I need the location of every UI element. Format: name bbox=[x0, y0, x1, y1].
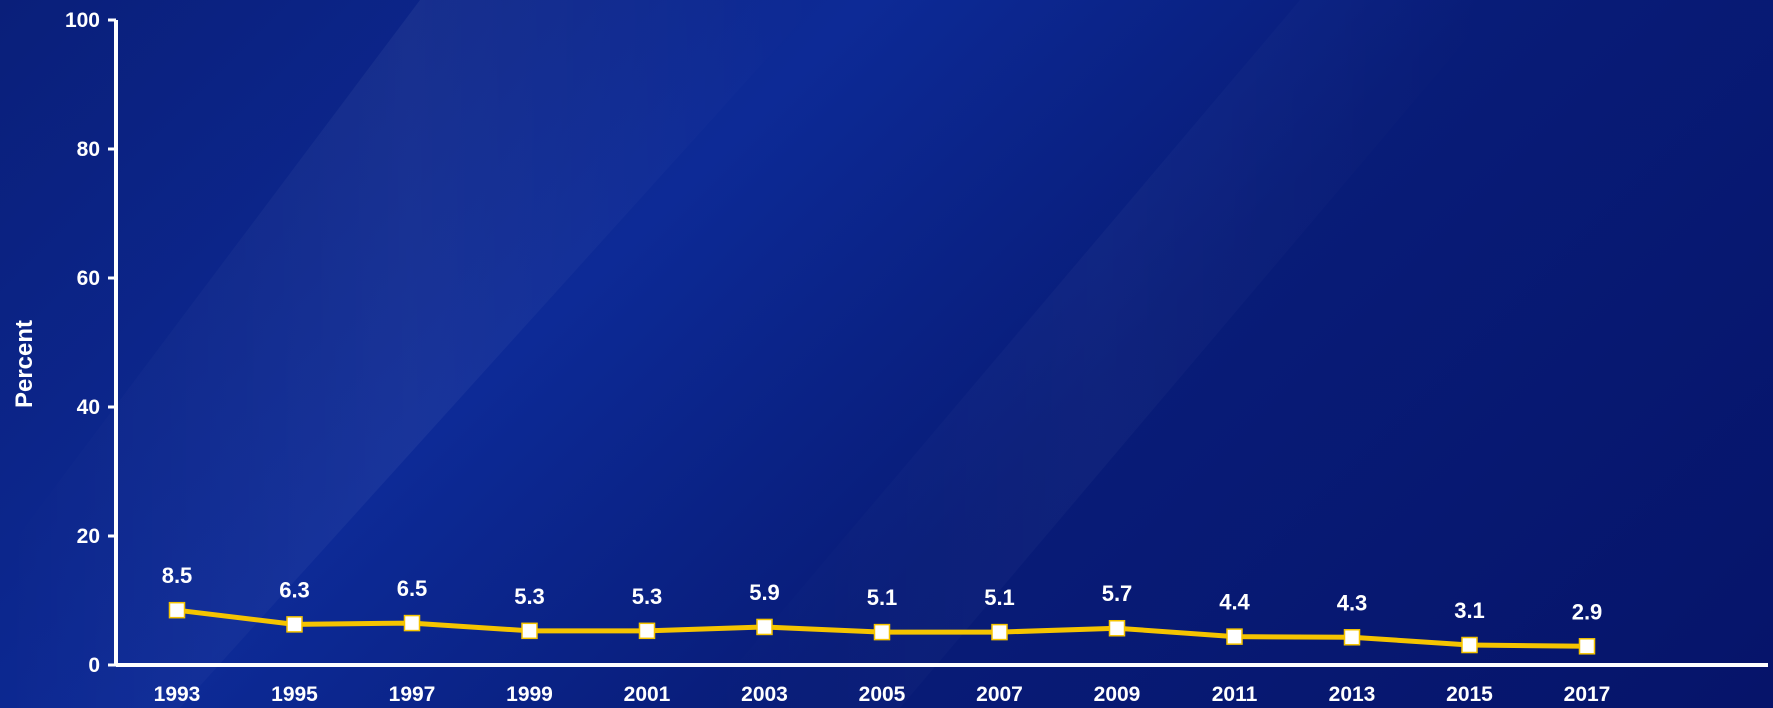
x-axis-ticks: 1993 1995 1997 1999 2001 2003 2005 2007 2009 2011… bbox=[154, 683, 1611, 706]
data-point-label: 2.9 bbox=[1572, 599, 1603, 624]
data-point-marker bbox=[991, 623, 1008, 641]
data-labels: 8.5 6.3 6.5 5.3 5.3 5.9 5.1 5.1 5.7 4.4 4.3 3.1 2.9 bbox=[162, 563, 1603, 624]
data-point-label: 5.9 bbox=[749, 580, 780, 605]
x-tick-label: 2011 bbox=[1212, 683, 1258, 706]
data-point-marker bbox=[1578, 638, 1596, 655]
data-point-label: 5.1 bbox=[984, 585, 1015, 610]
x-tick-label: 2013 bbox=[1329, 683, 1376, 706]
y-tick-label: 80 bbox=[77, 138, 100, 161]
data-point-marker bbox=[1108, 619, 1126, 637]
data-point-label: 3.1 bbox=[1454, 598, 1485, 623]
y-tick-label: 40 bbox=[77, 396, 100, 419]
data-point-marker bbox=[1343, 629, 1361, 646]
data-point-marker bbox=[286, 616, 303, 633]
data-point-label: 6.5 bbox=[397, 576, 428, 601]
data-point-marker bbox=[403, 614, 421, 632]
y-tick-label: 100 bbox=[65, 9, 100, 32]
data-point-label: 5.1 bbox=[867, 585, 898, 610]
data-point-marker bbox=[756, 618, 773, 636]
y-tick-label: 0 bbox=[88, 654, 100, 677]
x-tick-label: 2017 bbox=[1564, 683, 1611, 706]
x-tick-label: 2007 bbox=[976, 683, 1023, 706]
data-point-marker bbox=[521, 622, 538, 640]
data-point-label: 5.3 bbox=[632, 584, 663, 609]
axes bbox=[114, 20, 1768, 667]
data-point-marker bbox=[1226, 628, 1243, 645]
data-point-marker bbox=[168, 601, 186, 619]
data-point-marker bbox=[638, 622, 656, 640]
data-point-label: 4.3 bbox=[1337, 590, 1368, 615]
x-tick-label: 1997 bbox=[389, 683, 436, 706]
data-point-label: 6.3 bbox=[279, 577, 310, 602]
series-layer bbox=[168, 601, 1596, 655]
y-tick-label: 60 bbox=[77, 267, 100, 290]
y-tick-label: 20 bbox=[77, 525, 100, 548]
y-axis-ticks: 0 20 40 60 80 100 bbox=[65, 9, 116, 677]
data-point-label: 8.5 bbox=[162, 563, 193, 588]
y-axis-title: Percent bbox=[11, 320, 38, 408]
data-point-marker bbox=[1461, 636, 1478, 654]
x-tick-label: 1995 bbox=[271, 683, 318, 706]
data-point-marker bbox=[873, 623, 891, 641]
x-tick-label: 2005 bbox=[859, 683, 906, 706]
data-point-label: 5.7 bbox=[1102, 581, 1133, 606]
x-tick-label: 2003 bbox=[741, 683, 788, 706]
x-tick-label: 1999 bbox=[506, 683, 553, 706]
x-tick-label: 2001 bbox=[624, 683, 671, 706]
data-point-label: 5.3 bbox=[514, 584, 545, 609]
background-sheen bbox=[700, 0, 1500, 708]
x-tick-label: 2009 bbox=[1094, 683, 1141, 706]
x-tick-label: 2015 bbox=[1446, 683, 1493, 706]
data-point-label: 4.4 bbox=[1219, 590, 1250, 615]
background-sheen bbox=[0, 0, 820, 708]
x-tick-label: 1993 bbox=[154, 683, 201, 706]
